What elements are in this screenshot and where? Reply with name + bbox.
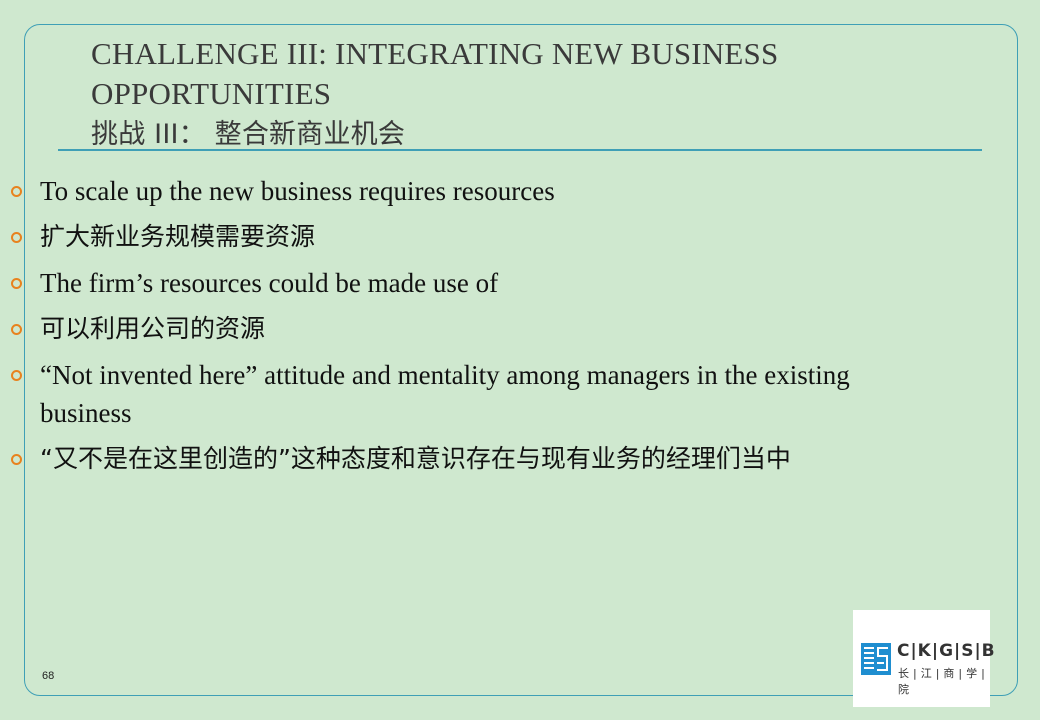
bullet-circle-icon <box>11 186 22 197</box>
bullet-circle-icon <box>11 324 22 335</box>
ckgsb-logo: C|K|G|S|B 长|江|商|学|院 <box>853 610 995 707</box>
title-english: CHALLENGE III: INTEGRATING NEW BUSINESS … <box>91 36 779 111</box>
slide-title: CHALLENGE III: INTEGRATING NEW BUSINESS … <box>91 34 971 155</box>
bullet-item: The firm’s resources could be made use o… <box>11 264 900 302</box>
bullet-item: “Not invented here” attitude and mentali… <box>11 356 900 432</box>
bullet-item: “又不是在这里创造的”这种态度和意识存在与现有业务的经理们当中 <box>11 440 900 478</box>
bullet-item: 扩大新业务规模需要资源 <box>11 218 900 256</box>
bullet-text: “又不是在这里创造的”这种态度和意识存在与现有业务的经理们当中 <box>40 444 791 473</box>
bullet-item: To scale up the new business requires re… <box>11 172 900 210</box>
logo-brand-text: C|K|G|S|B <box>897 641 996 661</box>
bullet-list: To scale up the new business requires re… <box>11 172 900 486</box>
bullet-text: 扩大新业务规模需要资源 <box>40 222 316 251</box>
logo-brand-chinese: 长|江|商|学|院 <box>898 667 989 696</box>
bullet-text: The firm’s resources could be made use o… <box>40 268 499 298</box>
title-divider <box>58 149 982 151</box>
bullet-circle-icon <box>11 370 22 381</box>
bullet-text: To scale up the new business requires re… <box>40 176 555 206</box>
page-number: 68 <box>42 670 55 682</box>
bullet-text: 可以利用公司的资源 <box>40 314 266 343</box>
slide-frame <box>24 24 1018 696</box>
bullet-circle-icon <box>11 454 22 465</box>
title-chinese: 挑战 III： 整合新商业机会 <box>91 119 406 150</box>
bullet-circle-icon <box>11 278 22 289</box>
bullet-circle-icon <box>11 232 22 243</box>
bullet-text: “Not invented here” attitude and mentali… <box>40 360 850 428</box>
ckgsb-logo-icon <box>861 643 891 675</box>
bullet-item: 可以利用公司的资源 <box>11 310 900 348</box>
